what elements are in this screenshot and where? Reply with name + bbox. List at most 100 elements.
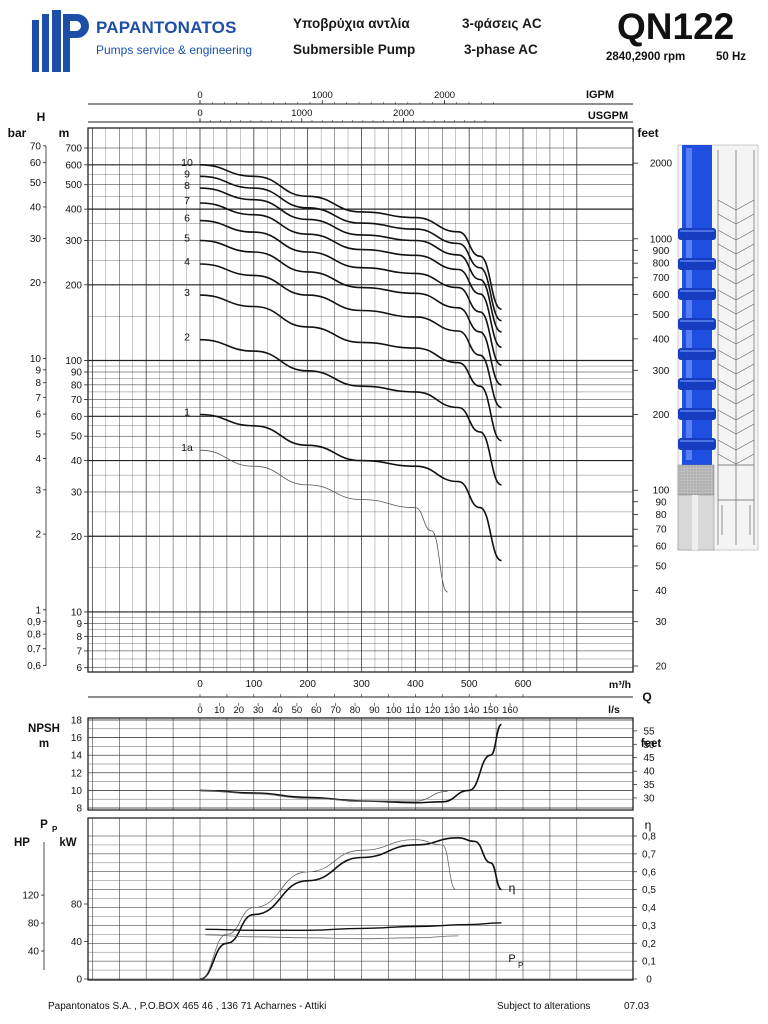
m-tick-label: 90 [71,368,83,379]
pump-stage-highlight [680,230,714,232]
pump-stage-ring [678,318,716,330]
npsh-m-tick-label: 18 [71,716,83,727]
m-tick-label: 8 [76,632,82,643]
pump-impeller-line [717,319,755,345]
pump-stage-highlight [680,320,714,322]
npsh-feet-tick-label: 55 [643,726,655,737]
m3h-tick-label: 200 [299,679,316,690]
head-curve-label-1a: 1a [181,442,193,454]
igpm-tick-label: 0 [197,90,202,101]
head-curve-label-1: 1 [184,406,190,418]
npsh-curve-NPSH [199,723,502,804]
m3h-tick-label: 400 [407,679,424,690]
bar-tick-label: 4 [35,454,41,465]
bar-tick-label: 6 [35,410,41,421]
head-curve-label-6: 6 [184,213,190,225]
ls-tick-label: 60 [311,705,322,716]
pump-motor-line [718,464,754,535]
bar-tick-label: 0,9 [27,617,41,628]
feet-tick-label: 500 [653,310,670,321]
ls-tick-label: 140 [463,705,479,716]
m3h-tick-label: 0 [197,679,203,690]
head-curve-4 [199,263,502,409]
pump-impeller-line [717,199,755,225]
npsh-m-tick-label: 8 [76,804,82,815]
npsh-feet-tick-label: 40 [643,767,655,778]
ls-tick-label: 20 [233,705,244,716]
bar-tick-label: 5 [35,430,41,441]
alterations-notice: Subject to alterations [497,1001,591,1012]
ls-tick-label: 150 [483,705,499,716]
head-curve-label-8: 8 [184,180,190,192]
m-tick-label: 600 [65,160,82,171]
pump-stage-highlight [680,410,714,412]
eta-tick-label: 0,3 [642,921,656,932]
m3h-tick-label: 300 [353,679,370,690]
m-tick-label: 30 [71,487,83,498]
feet-tick-label: 800 [653,259,670,270]
kw-tick-label: 80 [71,900,83,911]
m-tick-label: 20 [71,532,83,543]
feet-tick-label: 100 [653,486,670,497]
feet-tick-label: 600 [653,290,670,301]
q-axis-title: Q [642,690,651,704]
head-curve-label-5: 5 [184,233,190,245]
eta-tick-label: 0,6 [642,867,656,878]
head-curve-3 [199,294,502,442]
power-curve-label: P [508,953,515,965]
head-curve-9 [199,175,502,322]
m3h-tick-label: 100 [245,679,262,690]
phase-greek: 3-φάσεις AC [462,16,542,31]
pump-stage-highlight [680,440,714,442]
efficiency-curve-label: η [509,881,516,895]
hp-tick-label: 120 [22,891,39,902]
pump-impeller-line [717,349,755,375]
pump-stage-highlight [680,290,714,292]
usgpm-tick-label: 0 [197,108,202,119]
frequency-label: 50 Hz [716,51,747,63]
eta-tick-label: 0,2 [642,939,656,950]
feet-tick-label: 60 [655,542,667,553]
pump-stage-highlight [680,260,714,262]
m-tick-label: 9 [76,619,82,630]
head-curve-10 [199,164,502,310]
bar-tick-label: 1 [35,605,41,616]
head-curve-2 [199,338,502,486]
npsh-unit: m [39,738,49,750]
head-curve-label-10: 10 [181,157,193,169]
usgpm-tick-label: 2000 [393,108,414,119]
brand-name: PAPANTONATOS [96,18,237,37]
npsh-m-tick-label: 14 [71,751,83,762]
submersible-pump-image [677,144,759,551]
bar-tick-label: 40 [30,202,42,213]
ls-tick-label: 0 [197,705,202,716]
pp-axis-title: P [40,819,48,831]
pump-impeller-line [717,229,755,255]
pump-stage-ring [678,348,716,360]
m3h-unit-label: m³/h [609,679,631,691]
head-curve-label-9: 9 [184,168,190,180]
bar-tick-label: 70 [30,141,42,152]
eta-axis-title: η [645,818,652,832]
feet-tick-label: 70 [655,525,667,536]
product-title-greek: Υποβρύχια αντλία [293,16,410,31]
eta-tick-label: 0,5 [642,885,656,896]
m-tick-label: 80 [71,380,83,391]
npsh-m-tick-label: 16 [71,733,83,744]
feet-tick-label: 400 [653,334,670,345]
bar-tick-label: 0,6 [27,661,41,672]
feet-tick-label: 2000 [650,159,673,170]
efficiency-curve-η [199,836,502,980]
m-axis-title: m [59,126,70,140]
power-curve-P [205,922,502,931]
bar-tick-label: 50 [30,178,42,189]
npsh-feet-title: feet [641,738,662,750]
hp-tick-label: 80 [28,919,40,930]
feet-tick-label: 900 [653,246,670,257]
ls-tick-label: 40 [272,705,283,716]
m-tick-label: 70 [71,395,83,406]
npsh-m-tick-label: 12 [71,768,83,779]
hp-tick-label: 40 [28,947,40,958]
ls-tick-label: 80 [350,705,361,716]
feet-tick-label: 80 [655,510,667,521]
